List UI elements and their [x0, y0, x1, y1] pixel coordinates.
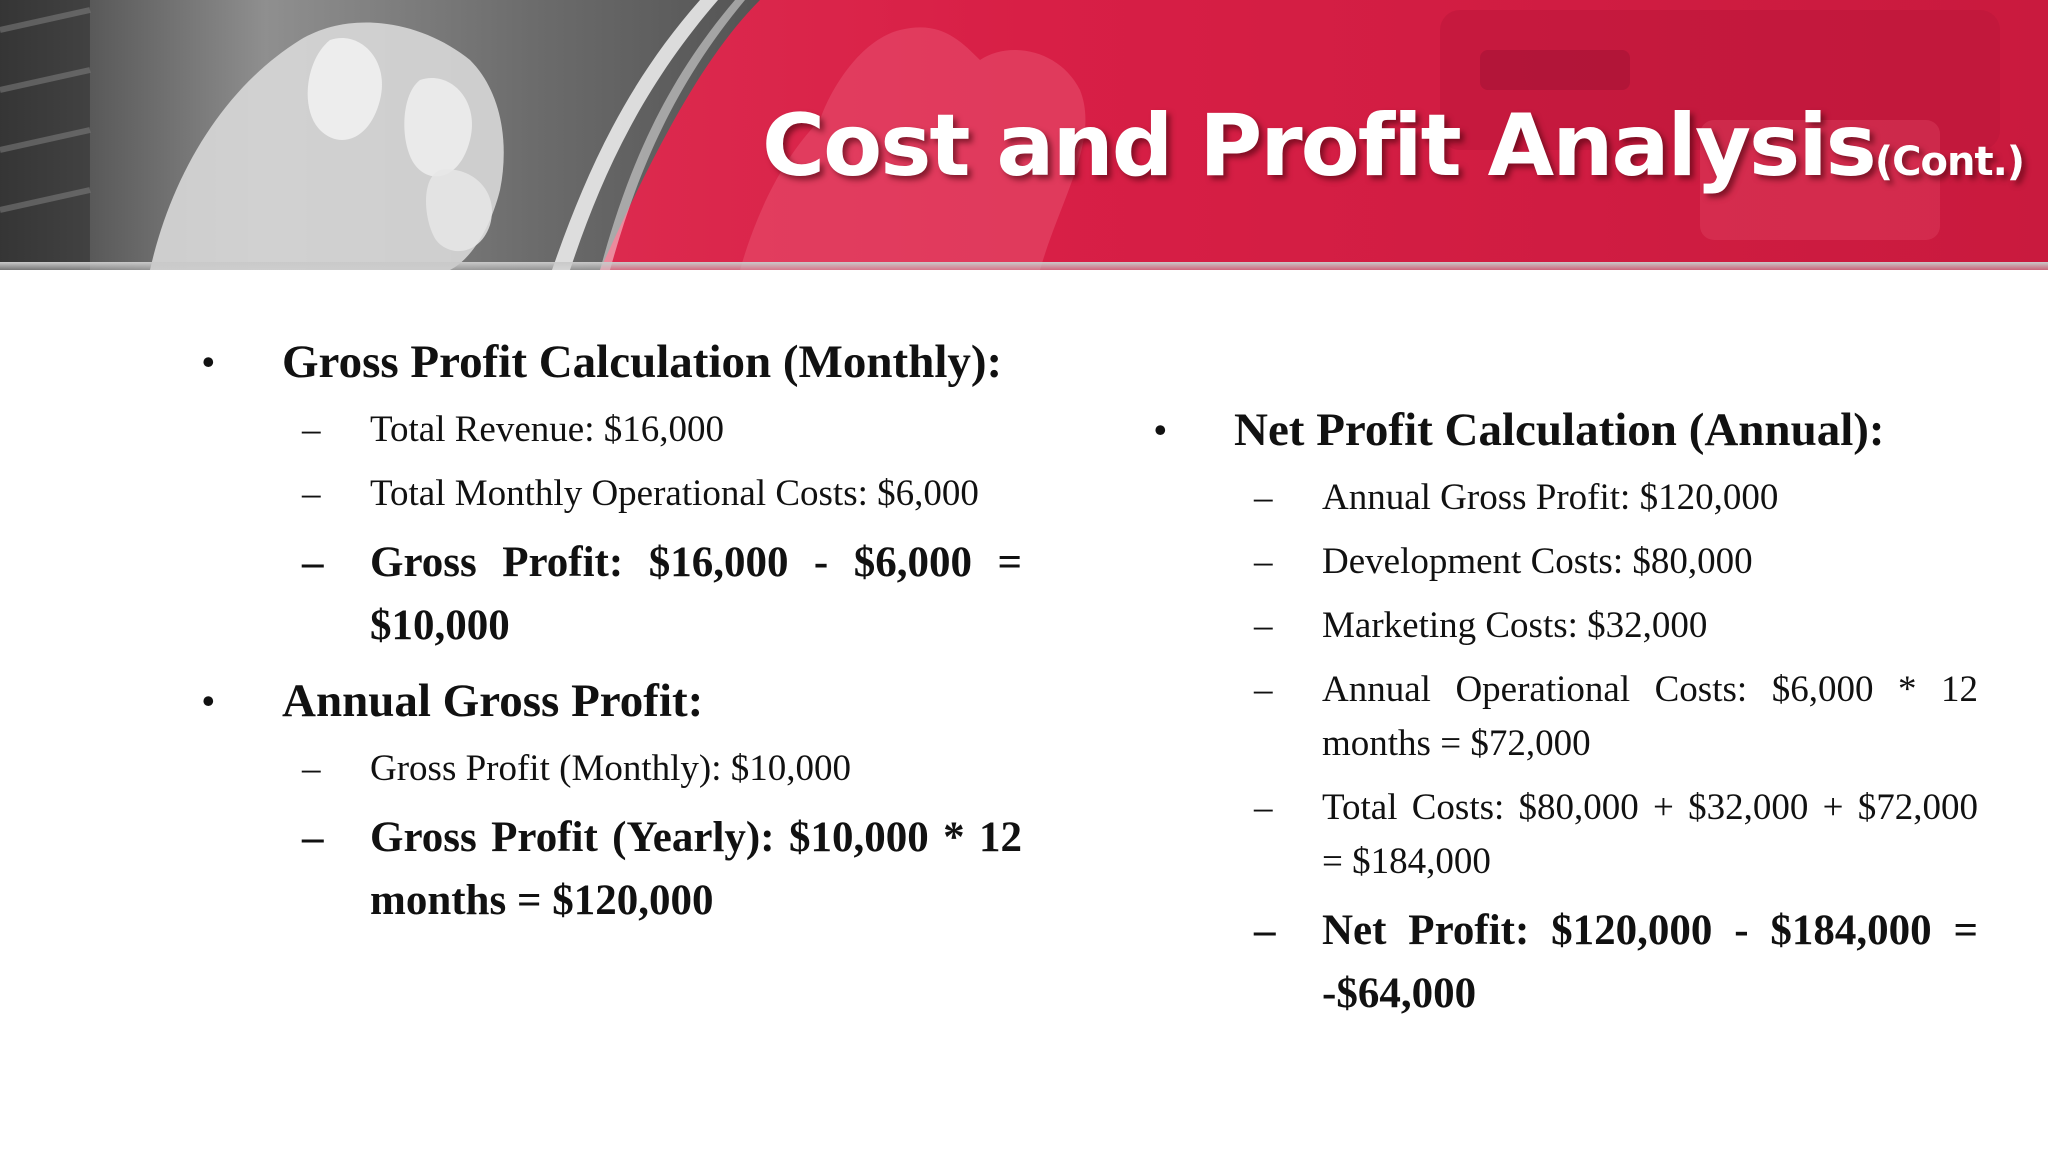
list-item: – Development Costs: $80,000: [1150, 535, 1978, 589]
bullet-gross-profit-monthly: • Gross Profit Calculation (Monthly):: [198, 328, 1022, 397]
list-item-text: Annual Operational Costs: $6,000 * 12 mo…: [1322, 669, 1978, 764]
dash-icon: –: [1254, 605, 1273, 646]
bullet-icon: •: [202, 681, 215, 721]
list-item-text: Total Monthly Operational Costs: $6,000: [370, 473, 979, 514]
list-item-text: Gross Profit (Monthly): $10,000: [370, 748, 851, 789]
right-column: • Net Profit Calculation (Annual): – Ann…: [1150, 396, 1978, 1035]
list-item: – Total Revenue: $16,000: [198, 403, 1022, 457]
list-item: – Gross Profit: $16,000 - $6,000 = $10,0…: [198, 531, 1022, 657]
list-item-text: Development Costs: $80,000: [1322, 541, 1753, 582]
bullet-text: Annual Gross Profit:: [282, 675, 704, 727]
dash-icon: –: [302, 473, 321, 514]
handshake-photo: [0, 0, 2048, 270]
bullet-text: Net Profit Calculation (Annual):: [1234, 404, 1885, 456]
header-shadow: [0, 262, 2048, 270]
list-item: – Annual Operational Costs: $6,000 * 12 …: [1150, 663, 1978, 771]
slide-title-main: Cost and Profit Analysis: [762, 96, 1877, 196]
header-banner: Cost and Profit Analysis(Cont.): [0, 0, 2048, 270]
dash-icon: –: [302, 748, 321, 789]
list-item-text: Total Costs: $80,000 + $32,000 + $72,000…: [1322, 787, 1978, 882]
dash-icon: –: [1254, 669, 1273, 710]
dash-icon: –: [1254, 787, 1273, 828]
annual-gross-profit-items: – Gross Profit (Monthly): $10,000 – Gros…: [198, 742, 1022, 932]
bullet-text: Gross Profit Calculation (Monthly):: [282, 336, 1003, 388]
list-item: – Gross Profit (Yearly): $10,000 * 12 mo…: [198, 806, 1022, 932]
list-item: – Total Costs: $80,000 + $32,000 + $72,0…: [1150, 781, 1978, 889]
dash-icon: –: [302, 409, 321, 450]
list-item-text: Total Revenue: $16,000: [370, 409, 724, 450]
bullet-net-profit-annual: • Net Profit Calculation (Annual):: [1150, 396, 1978, 465]
dash-icon: –: [1254, 477, 1273, 518]
slide-title-suffix: (Cont.): [1874, 139, 2025, 185]
dash-icon: –: [1254, 541, 1273, 582]
list-item: – Gross Profit (Monthly): $10,000: [198, 742, 1022, 796]
list-item: – Net Profit: $120,000 - $184,000 = -$64…: [1150, 899, 1978, 1025]
list-item-text: Gross Profit: $16,000 - $6,000 = $10,000: [370, 539, 1022, 649]
dash-icon: –: [302, 814, 324, 861]
bullet-icon: •: [202, 342, 215, 382]
list-item-text: Net Profit: $120,000 - $184,000 = -$64,0…: [1322, 907, 1978, 1017]
list-item-text: Marketing Costs: $32,000: [1322, 605, 1708, 646]
list-item-text: Annual Gross Profit: $120,000: [1322, 477, 1779, 518]
net-profit-items: – Annual Gross Profit: $120,000 – Develo…: [1150, 471, 1978, 1025]
gross-profit-items: – Total Revenue: $16,000 – Total Monthly…: [198, 403, 1022, 657]
dash-icon: –: [1254, 907, 1276, 954]
dash-icon: –: [302, 539, 324, 586]
list-item: – Total Monthly Operational Costs: $6,00…: [198, 467, 1022, 521]
left-column: • Gross Profit Calculation (Monthly): – …: [198, 328, 1022, 942]
bullet-annual-gross-profit: • Annual Gross Profit:: [198, 667, 1022, 736]
slide-title: Cost and Profit Analysis(Cont.): [762, 96, 2025, 196]
bullet-icon: •: [1154, 410, 1167, 450]
list-item-text: Gross Profit (Yearly): $10,000 * 12 mont…: [370, 814, 1022, 924]
list-item: – Marketing Costs: $32,000: [1150, 599, 1978, 653]
list-item: – Annual Gross Profit: $120,000: [1150, 471, 1978, 525]
